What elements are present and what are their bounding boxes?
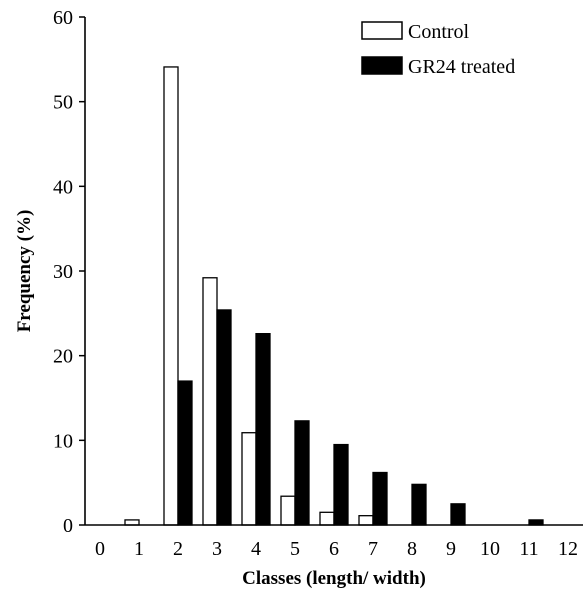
x-tick-label: 8 [407, 538, 417, 560]
bar-control-class-7 [358, 515, 374, 526]
x-tick-label: 3 [212, 538, 222, 560]
y-tick-label: 10 [53, 430, 73, 452]
x-tick-label: 4 [251, 538, 261, 560]
x-tick-label: 9 [446, 538, 456, 560]
bar-gr24-treated-class-3 [216, 309, 232, 526]
bar-gr24-treated-class-2 [177, 380, 193, 526]
y-tick-label: 20 [53, 346, 73, 368]
bar-control-class-5 [280, 495, 296, 526]
y-tick-label: 60 [53, 7, 73, 29]
y-axis-ticks: 0 10 20 30 40 50 60 [53, 7, 85, 537]
bar-gr24-treated-class-5 [294, 420, 310, 526]
x-tick-label: 11 [519, 538, 538, 560]
bars-group [124, 66, 544, 526]
bar-gr24-treated-class-9 [450, 503, 466, 526]
x-axis-ticks: 0 1 2 3 4 5 6 7 8 9 10 11 12 [95, 538, 578, 560]
bar-control-class-3 [202, 277, 218, 526]
x-tick-label: 6 [329, 538, 339, 560]
bar-gr24-treated-class-7 [372, 471, 388, 526]
x-tick-label: 1 [134, 538, 144, 560]
bar-gr24-treated-class-6 [333, 443, 349, 526]
bar-control-class-4 [241, 432, 257, 526]
legend: Control GR24 treated [361, 21, 515, 78]
y-tick-label: 0 [63, 515, 73, 537]
bar-gr24-treated-class-4 [255, 333, 271, 526]
y-axis-title: Frequency (%) [14, 210, 35, 333]
y-tick-label: 50 [53, 92, 73, 114]
x-tick-label: 2 [173, 538, 183, 560]
x-tick-label: 0 [95, 538, 105, 560]
x-tick-label: 12 [558, 538, 578, 560]
bar-gr24-treated-class-8 [411, 483, 427, 526]
x-axis-title: Classes (length/ width) [242, 568, 426, 589]
y-tick-label: 40 [53, 176, 73, 198]
bar-control-class-6 [319, 511, 335, 526]
legend-label-gr24-treated: GR24 treated [408, 56, 515, 78]
x-tick-label: 5 [290, 538, 300, 560]
x-tick-label: 7 [368, 538, 378, 560]
y-tick-label: 30 [53, 261, 73, 283]
legend-swatch-gr24-treated [361, 56, 403, 75]
x-tick-label: 10 [480, 538, 500, 560]
legend-swatch-control [361, 21, 403, 40]
legend-label-control: Control [408, 21, 470, 43]
bar-control-class-2 [163, 66, 179, 526]
